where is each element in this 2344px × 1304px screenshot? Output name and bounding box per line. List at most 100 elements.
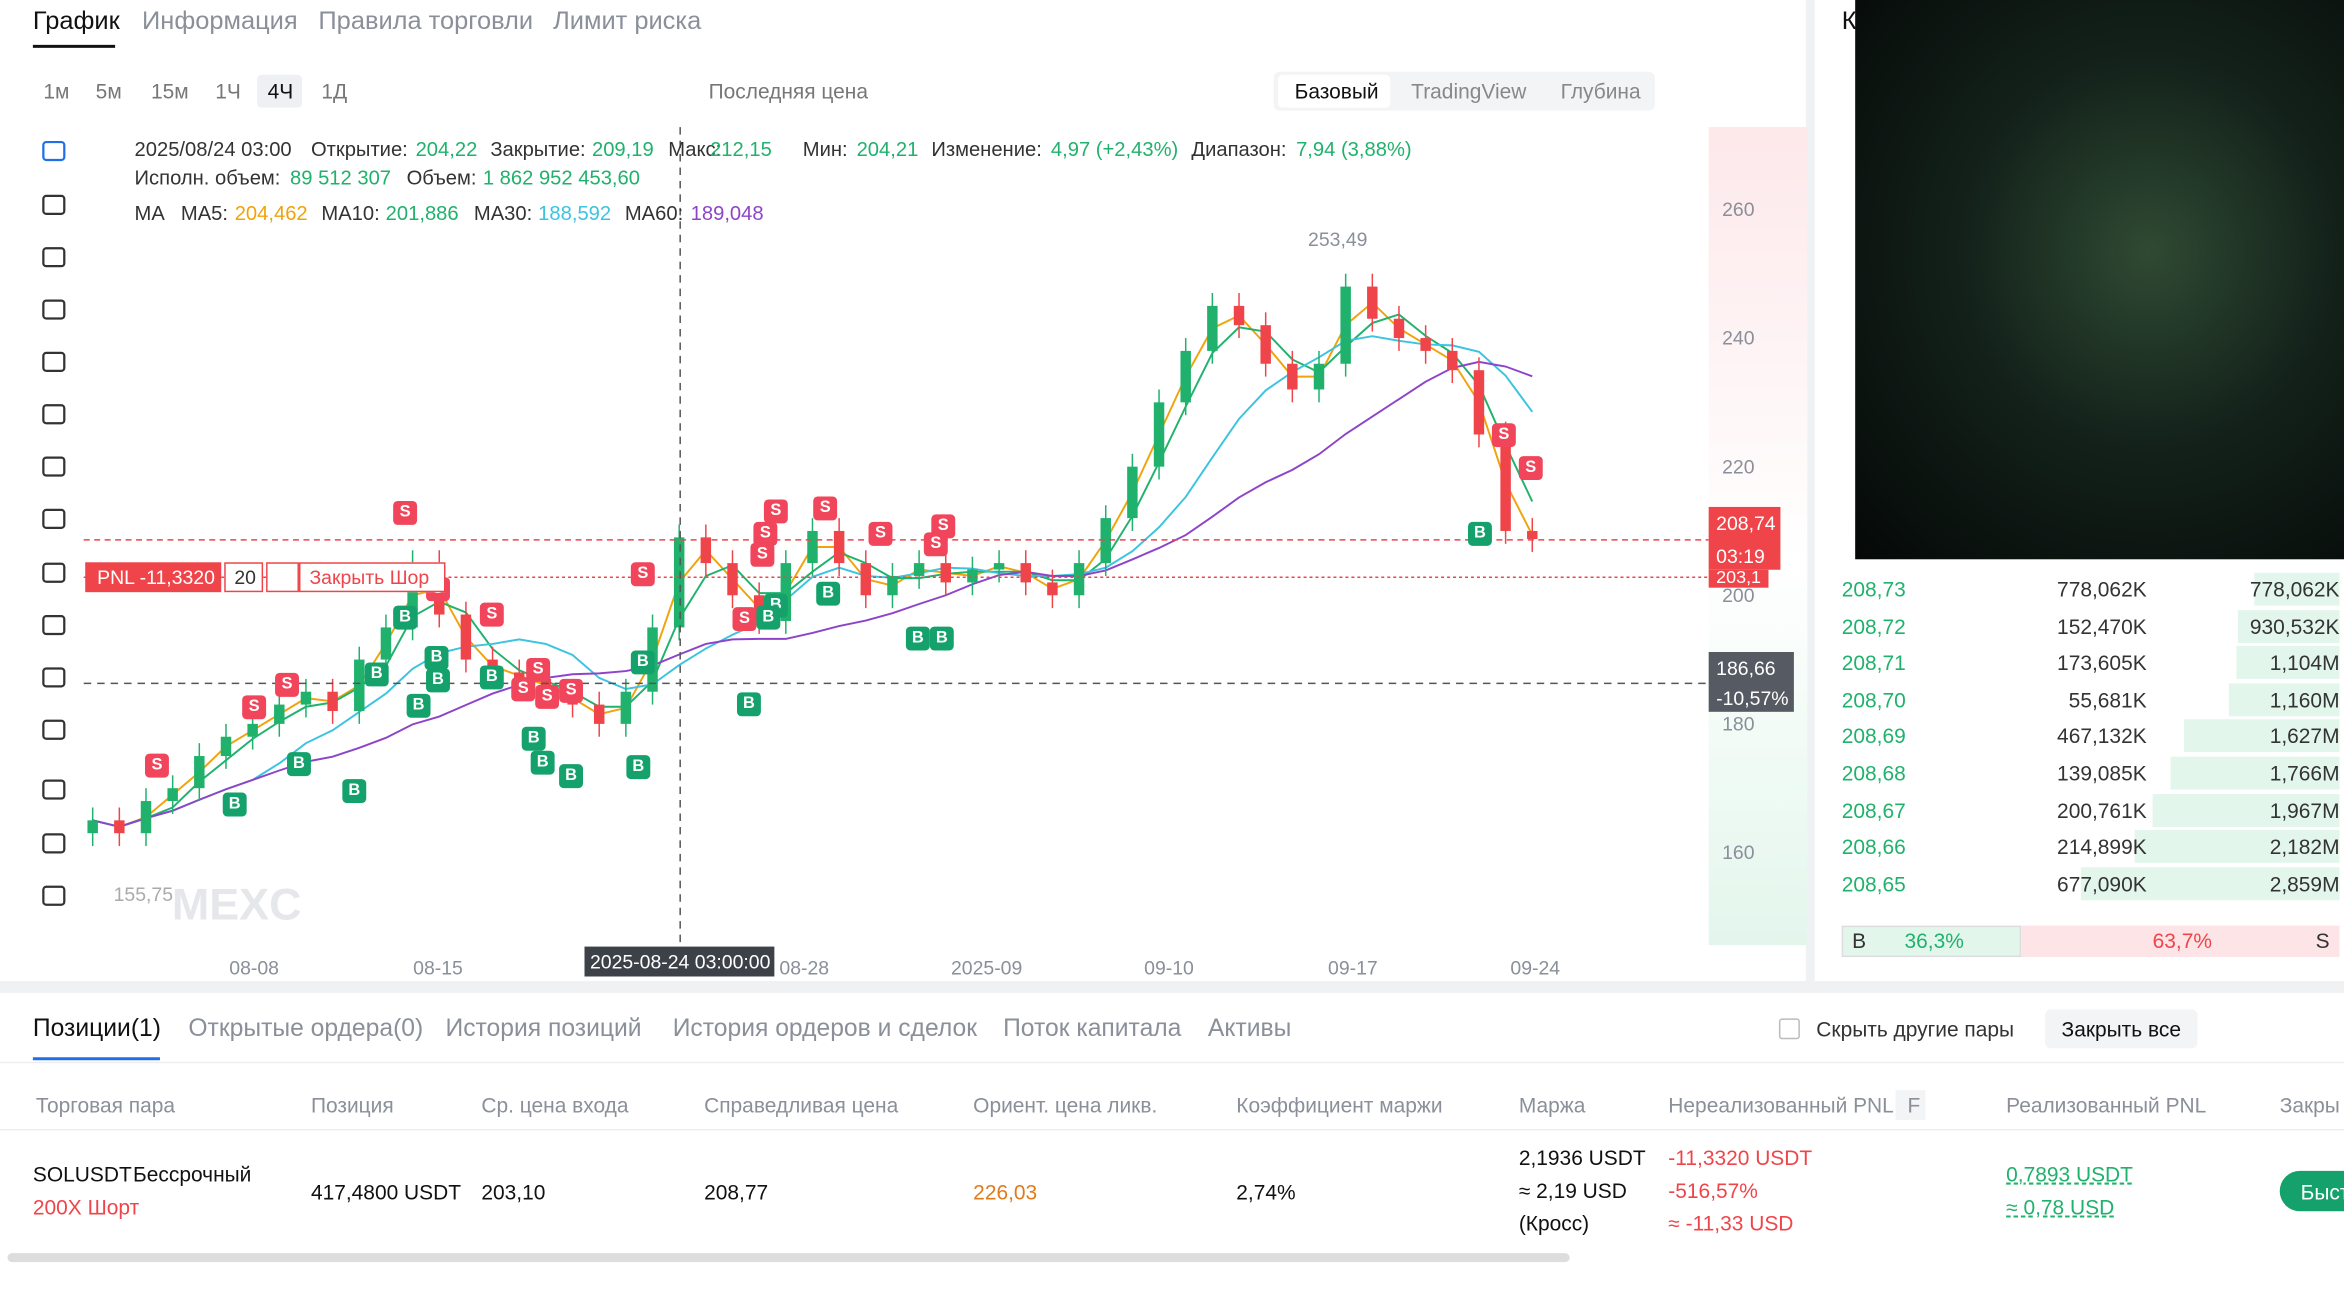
- ohlc-low: 204,21: [856, 137, 919, 161]
- signal: B: [1474, 524, 1486, 543]
- panel-gap: [0, 980, 2344, 993]
- candle: [87, 820, 98, 834]
- reverse-box: [266, 562, 299, 593]
- signal-badge: [813, 496, 838, 521]
- signal-badge: [1518, 456, 1543, 481]
- divider: [0, 1061, 2344, 1064]
- pnl: PNL -11,3320: [97, 566, 215, 589]
- action-btn[interactable]: [2279, 1170, 2344, 1212]
- positions-tab[interactable]: Активы: [1207, 1015, 1292, 1042]
- side-title: К: [1841, 6, 1857, 36]
- candle: [1367, 286, 1378, 319]
- contract-kind: Бессрочный: [133, 1161, 252, 1186]
- candle: [1233, 305, 1245, 326]
- signal: S: [565, 681, 577, 700]
- tool-icon: [42, 351, 66, 372]
- signal: B: [632, 757, 645, 776]
- ohlc-range: 7,94 (3,88%): [1296, 137, 1412, 161]
- signal: S: [1525, 458, 1537, 477]
- ma-line: [92, 360, 1533, 828]
- tab[interactable]: Информация: [142, 6, 298, 36]
- signal: B: [762, 607, 775, 626]
- signal: B: [636, 652, 649, 671]
- close-box[interactable]: [298, 562, 446, 593]
- signal-badge: [753, 521, 778, 546]
- positions-tab[interactable]: История ордеров и сделок: [672, 1015, 978, 1042]
- close-position[interactable]: Закрыть Шор: [309, 566, 430, 589]
- cursor-price: 186,66: [1716, 657, 1776, 680]
- signal-badge: [406, 693, 431, 718]
- action[interactable]: Быст: [2300, 1179, 2344, 1204]
- x-tick-label: 08-15: [413, 956, 463, 979]
- signal-badge: [342, 779, 367, 804]
- depth-bar: [2134, 830, 2340, 864]
- positions-tab[interactable]: История позиций: [445, 1015, 642, 1042]
- column-header: Реализованный PNL: [2006, 1093, 2207, 1118]
- positions-tab[interactable]: Поток капитала: [1003, 1015, 1182, 1042]
- candle: [1447, 350, 1458, 371]
- ob-total: 2,182M: [2269, 834, 2340, 859]
- interval[interactable]: 15м: [150, 79, 189, 104]
- liq: 226,03: [973, 1179, 1038, 1204]
- ohlc-open_label: Открытие:: [310, 137, 408, 161]
- candle: [1153, 402, 1165, 467]
- candle: [1047, 582, 1058, 596]
- high-label: 253,49: [1308, 228, 1368, 251]
- signal: S: [281, 675, 293, 694]
- signal: B: [370, 664, 383, 683]
- signal: B: [743, 694, 755, 713]
- signal: S: [738, 609, 750, 628]
- tab[interactable]: График: [32, 6, 120, 36]
- ob-price: 208,72: [1841, 614, 1906, 638]
- close-all-btn[interactable]: [2045, 1009, 2198, 1049]
- ma-name: MA10:: [321, 202, 380, 225]
- interval[interactable]: 5м: [95, 79, 122, 104]
- ohlc-range_label: Диапазон:: [1191, 137, 1287, 161]
- positions-tab[interactable]: Открытые ордера(0): [188, 1015, 424, 1042]
- x-tick-label: 09-24: [1510, 956, 1561, 979]
- ma-value: 188,592: [538, 202, 612, 225]
- margin: 2,1936 USDT: [1518, 1145, 1646, 1170]
- signal: B: [485, 667, 498, 686]
- view[interactable]: Базовый: [1294, 79, 1379, 104]
- ohlc-change_label: Изменение:: [931, 137, 1042, 161]
- unrealized: ≈ -11,33 USD: [1668, 1211, 1794, 1236]
- tab[interactable]: Правила торговли: [318, 6, 534, 36]
- last-price: 208,74: [1716, 512, 1776, 535]
- signal: B: [911, 628, 924, 647]
- signal: S: [930, 534, 942, 553]
- y-tick-label: 220: [1722, 455, 1755, 478]
- candle: [247, 723, 258, 737]
- signal-badge: [364, 662, 389, 687]
- interval[interactable]: 1Ч: [215, 79, 241, 104]
- interval[interactable]: 1Д: [321, 79, 348, 104]
- signal-badge: [1467, 521, 1492, 546]
- hide-others[interactable]: Скрыть другие пары: [1816, 1016, 2015, 1041]
- candle: [1287, 363, 1298, 390]
- checkbox[interactable]: [1778, 1018, 1800, 1040]
- ob-total: 1,627M: [2269, 724, 2340, 749]
- depth-bar: [2254, 572, 2340, 606]
- margin: (Кросс): [1518, 1211, 1590, 1236]
- fair: 208,77: [704, 1179, 769, 1204]
- signal-badge: [479, 665, 504, 690]
- signal: B: [770, 597, 782, 613]
- signal-badge: [426, 668, 450, 693]
- candle: [1020, 563, 1031, 583]
- sell-ratio: 63,7%: [2152, 928, 2213, 953]
- signal-badge: [559, 764, 584, 789]
- realized: 0,7893 USDT: [2006, 1161, 2133, 1186]
- view[interactable]: Глубина: [1560, 79, 1641, 104]
- close-all[interactable]: Закрыть все: [2061, 1016, 2181, 1041]
- positions-tab[interactable]: Позиции(1): [32, 1015, 161, 1042]
- price-type[interactable]: Последняя цена: [708, 79, 868, 104]
- interval[interactable]: 1м: [43, 79, 70, 104]
- tab[interactable]: Лимит риска: [553, 6, 702, 36]
- interval[interactable]: 4Ч: [267, 79, 294, 104]
- candle: [220, 736, 232, 757]
- candle: [1393, 318, 1405, 339]
- view[interactable]: TradingView: [1411, 79, 1527, 104]
- signal-badge: [736, 692, 761, 717]
- ohlc-volume: 1 862 952 453,60: [482, 166, 640, 189]
